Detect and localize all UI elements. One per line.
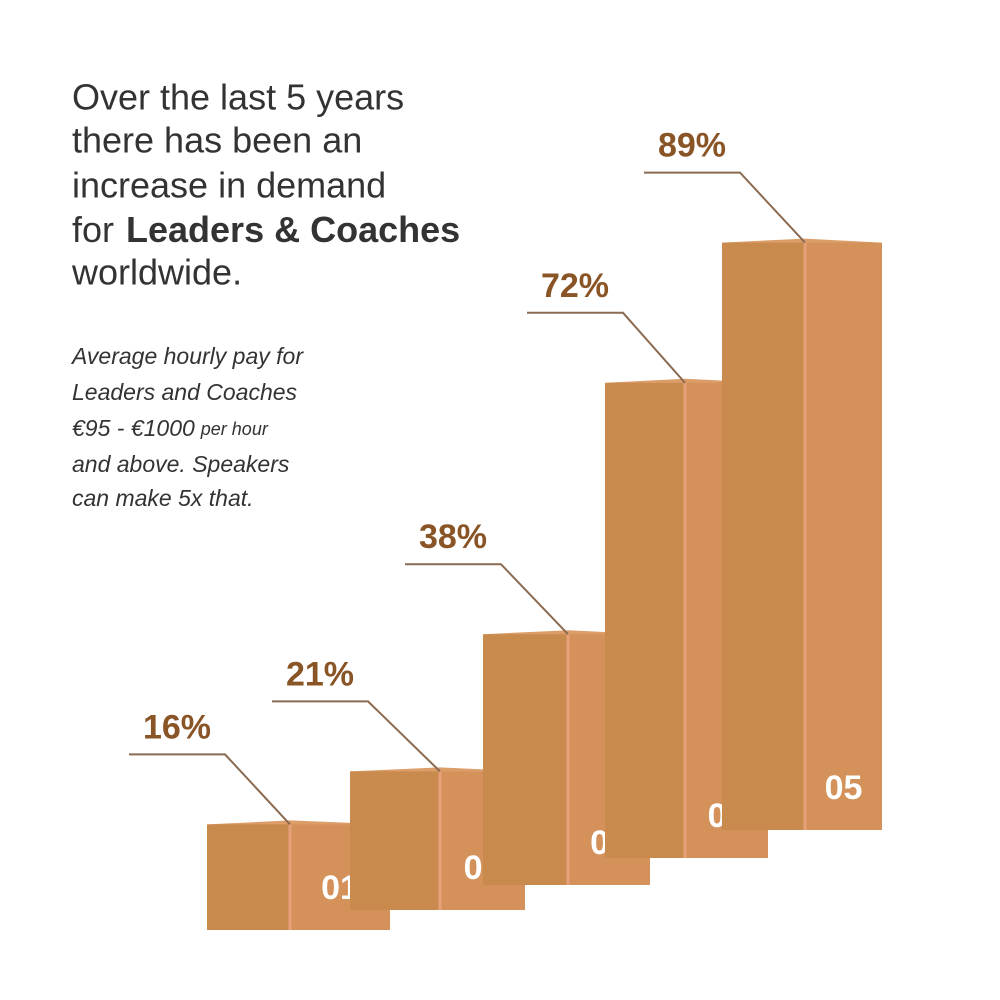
leader-line (527, 311, 686, 384)
bar-side (805, 242, 882, 831)
leader-line (272, 700, 441, 773)
subtitle-line: Leaders and Coaches (72, 379, 298, 405)
value-label: 21% (286, 655, 354, 693)
title-line: for (72, 209, 114, 250)
subtitle-line: and above. Speakers (72, 451, 290, 477)
subtitle-line: can make 5x that. (72, 485, 254, 511)
value-label: 38% (419, 518, 487, 556)
bar (350, 771, 440, 910)
bar (207, 824, 290, 930)
title-line: increase in demand (72, 165, 386, 206)
subtitle-line: €95 - €1000 (72, 415, 195, 441)
leader-line (405, 563, 569, 635)
leader-line (129, 753, 291, 826)
bar (722, 242, 805, 831)
title-emphasis: Leaders & Coaches (126, 209, 460, 250)
subtitle-line: €95 - €1000 per hour (72, 415, 269, 441)
value-label: 72% (541, 267, 609, 305)
subtitle-line: Average hourly pay for (70, 343, 304, 369)
value-label: 16% (143, 708, 211, 746)
category-label: 05 (825, 769, 863, 807)
value-label: 89% (658, 127, 726, 165)
subtitle-unit: per hour (200, 419, 269, 439)
bar (483, 634, 568, 885)
title-line: for Leaders & Coaches (72, 209, 460, 250)
bar (605, 382, 685, 858)
leader-line (644, 171, 806, 244)
title-line: there has been an (72, 120, 362, 161)
title-line: Over the last 5 years (72, 77, 404, 118)
title-line: worldwide. (71, 252, 242, 293)
